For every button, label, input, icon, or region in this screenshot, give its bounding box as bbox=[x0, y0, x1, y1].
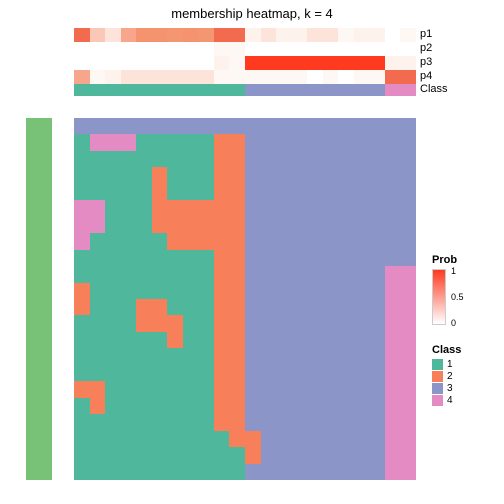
prob-tick-05: 0.5 bbox=[451, 292, 464, 302]
legend-class-title: Class bbox=[432, 344, 461, 356]
heatmap-row bbox=[74, 283, 416, 299]
heatmap-row bbox=[74, 447, 416, 463]
heatmap-row bbox=[74, 167, 416, 183]
chart-title: membership heatmap, k = 4 bbox=[0, 6, 504, 21]
legend-class-item-2: 2 bbox=[432, 371, 461, 382]
legend-class-item-1: 1 bbox=[432, 359, 461, 370]
prob-tick-0: 0 bbox=[451, 318, 456, 328]
heatmap-row bbox=[74, 233, 416, 249]
heatmap-row bbox=[74, 118, 416, 134]
prob-tick-1: 1 bbox=[451, 266, 456, 276]
annot-row-p2 bbox=[74, 42, 416, 56]
annot-label-p1: p1 bbox=[420, 28, 432, 40]
heatmap-figure: membership heatmap, k = 4 50 x 1 random … bbox=[0, 0, 504, 504]
legend-prob: Prob 1 0.5 0 bbox=[432, 254, 457, 325]
sampling-bar bbox=[26, 118, 52, 480]
heatmap-row bbox=[74, 299, 416, 315]
heatmap-row bbox=[74, 151, 416, 167]
annot-row-p1 bbox=[74, 28, 416, 42]
annot-label-p2: p2 bbox=[420, 42, 432, 54]
heatmap-row bbox=[74, 315, 416, 331]
legend-class-item-4: 4 bbox=[432, 395, 461, 406]
annot-row-p4 bbox=[74, 70, 416, 84]
annot-label-p3: p3 bbox=[420, 56, 432, 68]
heatmap-row bbox=[74, 381, 416, 397]
main-heatmap bbox=[74, 118, 416, 480]
legend-prob-title: Prob bbox=[432, 254, 457, 266]
annot-label-Class: Class bbox=[420, 83, 448, 95]
heatmap-row bbox=[74, 200, 416, 216]
legend-class-item-3: 3 bbox=[432, 383, 461, 394]
heatmap-row bbox=[74, 365, 416, 381]
heatmap-row bbox=[74, 398, 416, 414]
annot-row-class bbox=[74, 84, 416, 96]
heatmap-row bbox=[74, 134, 416, 150]
annot-row-p3 bbox=[74, 56, 416, 70]
heatmap-row bbox=[74, 431, 416, 447]
heatmap-row bbox=[74, 414, 416, 430]
heatmap-row bbox=[74, 266, 416, 282]
heatmap-row bbox=[74, 464, 416, 480]
annot-label-p4: p4 bbox=[420, 70, 432, 82]
heatmap-row bbox=[74, 348, 416, 364]
heatmap-row bbox=[74, 332, 416, 348]
legend-class-items: 1234 bbox=[432, 359, 461, 406]
prob-gradient: 1 0.5 0 bbox=[432, 269, 446, 325]
heatmap-row bbox=[74, 184, 416, 200]
legend-class: Class 1234 bbox=[432, 344, 461, 407]
heatmap-row bbox=[74, 217, 416, 233]
heatmap-row bbox=[74, 250, 416, 266]
